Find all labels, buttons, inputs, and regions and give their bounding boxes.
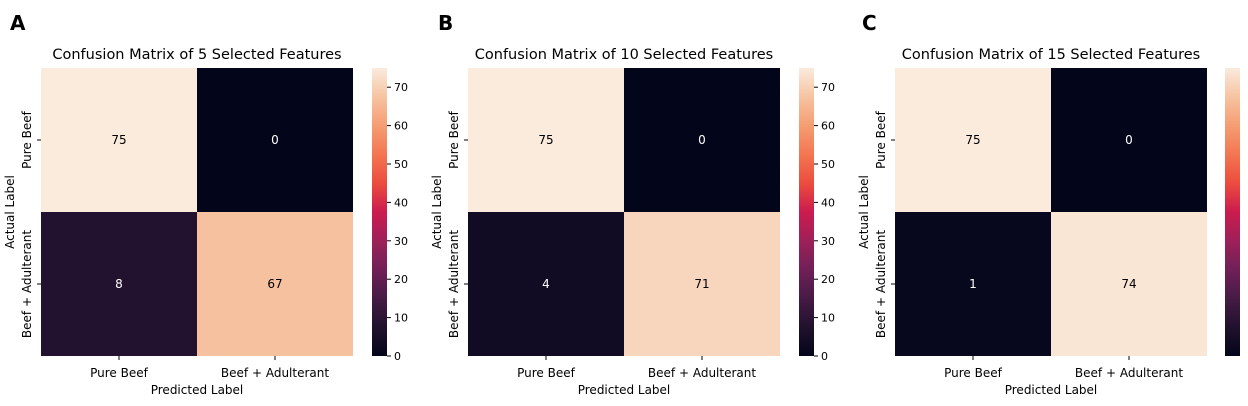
x-tick-label: Beef + Adulterant (221, 366, 329, 380)
colorbar-tick-label: 30 (394, 235, 408, 248)
heatmap-cell (468, 212, 624, 356)
cell-value-label: 4 (542, 277, 550, 291)
panel-B: B Confusion Matrix of 10 Selected Feature… (430, 11, 835, 397)
colorbar-tick-label: 0 (394, 350, 401, 363)
cell-value-label: 0 (1125, 133, 1133, 147)
cell-value-label: 75 (111, 133, 126, 147)
heatmap-cell (41, 68, 197, 212)
cell-value-label: 75 (965, 133, 980, 147)
heatmap-cell (1051, 68, 1207, 212)
colorbar-tick-label: 0 (821, 350, 828, 363)
heatmap-cell (197, 212, 353, 356)
colorbar (799, 68, 814, 356)
colorbar-tick-label: 40 (394, 196, 408, 209)
colorbar-tick-label: 10 (821, 312, 835, 325)
x-tick-label: Pure Beef (90, 366, 148, 380)
cell-value-label: 0 (698, 133, 706, 147)
cell-value-label: 67 (267, 277, 282, 291)
y-tick-label: Pure Beef (447, 110, 461, 168)
cell-value-label: 0 (271, 133, 279, 147)
heatmap-cell (1051, 212, 1207, 356)
cell-value-label: 74 (1121, 277, 1136, 291)
cell-value-label: 71 (694, 277, 709, 291)
colorbar-tick-label: 70 (394, 81, 408, 94)
panel-letter: B (438, 11, 453, 35)
cell-value-label: 8 (115, 277, 123, 291)
x-axis-label: Predicted Label (578, 383, 671, 397)
y-tick-label: Pure Beef (20, 110, 34, 168)
colorbar-tick-label: 50 (394, 158, 408, 171)
chart-title: Confusion Matrix of 15 Selected Features (902, 47, 1200, 63)
x-tick-label: Pure Beef (944, 366, 1002, 380)
colorbar-tick-label: 60 (394, 120, 408, 133)
x-tick-label: Beef + Adulterant (1075, 366, 1183, 380)
y-tick-label: Beef + Adulterant (20, 230, 34, 338)
heatmap-cell (468, 68, 624, 212)
colorbar-tick-label: 70 (821, 81, 835, 94)
y-axis-label: Actual Label (857, 175, 871, 249)
x-axis-label: Predicted Label (151, 383, 244, 397)
y-tick-label: Beef + Adulterant (874, 230, 888, 338)
colorbar-tick-label: 40 (821, 196, 835, 209)
colorbar-tick-label: 10 (394, 312, 408, 325)
panel-letter: A (10, 11, 26, 35)
heatmap-cell (895, 68, 1051, 212)
x-tick-label: Pure Beef (517, 366, 575, 380)
heatmap-cell (197, 68, 353, 212)
heatmap-cell (41, 212, 197, 356)
heatmap-cell (624, 212, 780, 356)
x-axis-label: Predicted Label (1005, 383, 1098, 397)
panel-letter: C (862, 11, 877, 35)
cell-value-label: 75 (538, 133, 553, 147)
x-tick-label: Beef + Adulterant (648, 366, 756, 380)
y-tick-label: Pure Beef (874, 110, 888, 168)
cell-value-label: 1 (969, 277, 977, 291)
y-axis-label: Actual Label (430, 175, 444, 249)
colorbar-tick-label: 30 (821, 235, 835, 248)
panel-C: C Confusion Matrix of 15 Selected Feature… (857, 11, 1240, 397)
colorbar (372, 68, 387, 356)
y-axis-label: Actual Label (3, 175, 17, 249)
chart-title: Confusion Matrix of 10 Selected Features (475, 47, 773, 63)
colorbar-tick-label: 50 (821, 158, 835, 171)
y-tick-label: Beef + Adulterant (447, 230, 461, 338)
heatmap-cell (624, 68, 780, 212)
heatmap-cell (895, 212, 1051, 356)
colorbar-tick-label: 60 (821, 120, 835, 133)
colorbar (1225, 68, 1240, 356)
colorbar-tick-label: 20 (821, 273, 835, 286)
chart-title: Confusion Matrix of 5 Selected Features (52, 47, 341, 63)
panel-A: A Confusion Matrix of 5 Selected Features… (3, 11, 408, 397)
colorbar-tick-label: 20 (394, 273, 408, 286)
